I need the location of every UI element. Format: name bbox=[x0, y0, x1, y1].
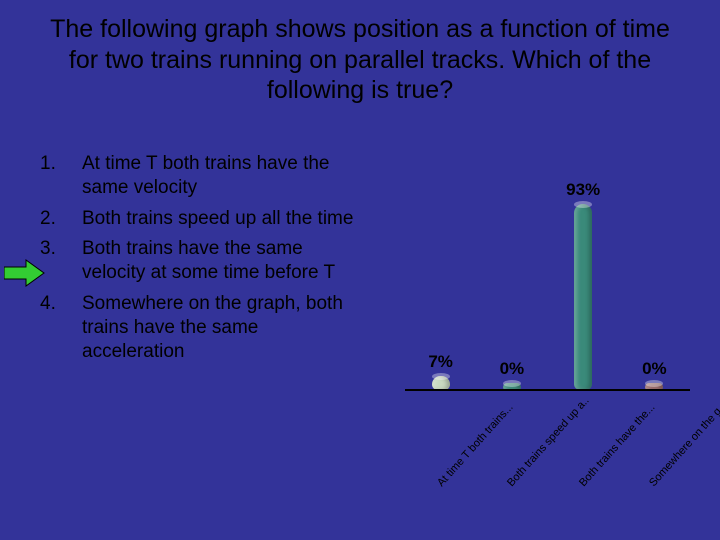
option-number: 3. bbox=[40, 237, 82, 286]
x-label: At time T both trains... bbox=[435, 401, 516, 489]
poll-bar-chart: 7% 0% 93% 0% bbox=[405, 160, 690, 390]
list-item: 2. Both trains speed up all the time bbox=[40, 207, 360, 231]
chart-baseline bbox=[405, 389, 690, 391]
bar-group: 0% bbox=[624, 359, 684, 390]
bar bbox=[432, 376, 450, 390]
option-number: 1. bbox=[40, 152, 82, 201]
option-number: 2. bbox=[40, 207, 82, 231]
bar-value-label: 7% bbox=[428, 352, 453, 372]
bar-group: 7% bbox=[411, 352, 471, 390]
option-text: Both trains have the same velocity at so… bbox=[82, 237, 360, 286]
question-title: The following graph shows position as a … bbox=[38, 14, 682, 106]
x-label: Both trains speed up a.. bbox=[505, 395, 592, 489]
arrow-right-icon bbox=[4, 258, 46, 293]
bar-group: 0% bbox=[482, 359, 542, 390]
bar-value-label: 0% bbox=[500, 359, 525, 379]
list-item: 1. At time T both trains have the same v… bbox=[40, 152, 360, 201]
bar bbox=[574, 204, 592, 390]
bar-group: 93% bbox=[553, 180, 613, 390]
bar-value-label: 0% bbox=[642, 359, 667, 379]
list-item: 4. Somewhere on the graph, both trains h… bbox=[40, 292, 360, 365]
bars-area: 7% 0% 93% 0% bbox=[405, 180, 690, 390]
options-list: 1. At time T both trains have the same v… bbox=[40, 152, 360, 371]
list-item: 3. Both trains have the same velocity at… bbox=[40, 237, 360, 286]
x-label: Both trains have the... bbox=[577, 401, 658, 489]
bar-value-label: 93% bbox=[566, 180, 600, 200]
option-text: Somewhere on the graph, both trains have… bbox=[82, 292, 360, 365]
chart-x-labels: At time T both trains... Both trains spe… bbox=[405, 396, 690, 516]
arrow-shape bbox=[4, 260, 44, 286]
option-text: Both trains speed up all the time bbox=[82, 207, 360, 231]
option-number: 4. bbox=[40, 292, 82, 365]
option-text: At time T both trains have the same velo… bbox=[82, 152, 360, 201]
x-label: Somewhere on the g... bbox=[647, 399, 720, 489]
